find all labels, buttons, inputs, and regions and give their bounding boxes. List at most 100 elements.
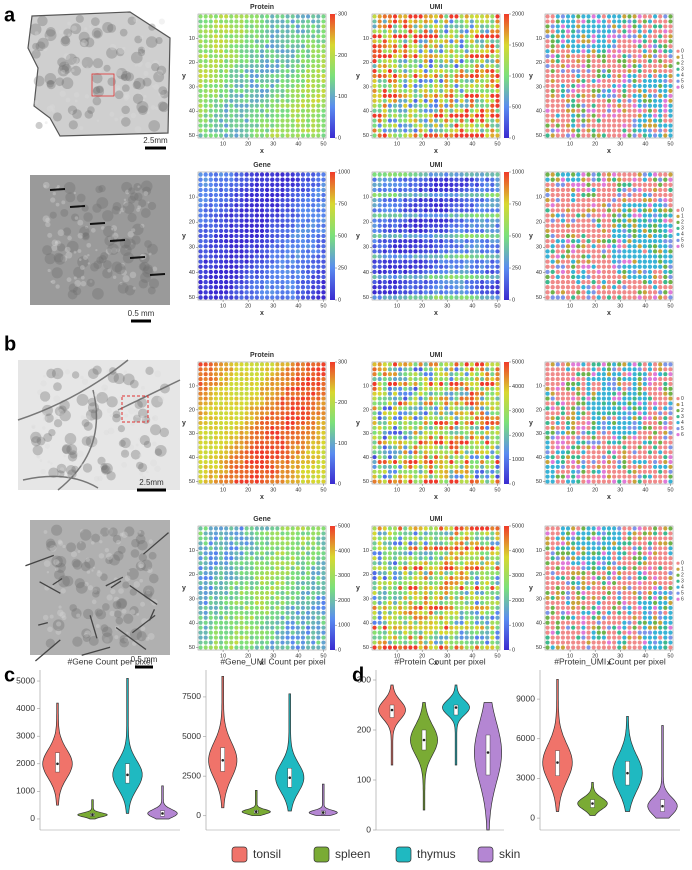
tissue-texture: [121, 84, 130, 93]
map-spot: [398, 172, 403, 177]
map-spot: [555, 285, 560, 290]
map-spot: [203, 128, 208, 133]
map-spot: [560, 295, 566, 300]
map-spot: [234, 63, 239, 69]
map-spot: [459, 203, 464, 208]
map-spot: [234, 279, 239, 285]
map-spot: [495, 198, 500, 203]
map-spot: [647, 295, 653, 300]
map-spot: [392, 123, 398, 128]
map-spot: [408, 198, 413, 203]
map-spot: [490, 233, 495, 239]
map-spot: [454, 213, 459, 218]
map-spot: [596, 187, 601, 193]
map-spot: [382, 49, 387, 54]
map-spot: [398, 63, 403, 69]
map-spot: [555, 244, 560, 249]
map-spot: [490, 285, 495, 290]
map-spot: [321, 108, 326, 113]
map-spot: [382, 274, 387, 280]
map-spot: [387, 123, 393, 128]
map-spot: [495, 182, 500, 187]
map-spot: [377, 93, 382, 98]
map-spot: [652, 279, 658, 285]
map-spot: [449, 44, 454, 49]
map-spot: [627, 264, 632, 269]
map-spot: [612, 93, 617, 98]
map-spot: [398, 269, 403, 274]
map-spot: [316, 377, 321, 382]
map-spot: [249, 396, 254, 401]
map-spot: [545, 29, 550, 34]
map-spot: [311, 49, 316, 54]
map-spot: [632, 29, 637, 34]
map-spot: [601, 290, 607, 295]
tissue-texture: [72, 286, 82, 296]
map-spot: [428, 244, 434, 249]
map-spot: [469, 103, 474, 108]
map-spot: [306, 406, 311, 411]
map-spot: [490, 133, 495, 138]
map-spot: [218, 29, 224, 34]
map-spot: [398, 198, 403, 203]
map-spot: [224, 401, 229, 406]
map-spot: [444, 34, 449, 39]
map-spot: [305, 108, 311, 113]
map-spot: [239, 274, 244, 280]
map-spot: [280, 49, 285, 54]
map-spot: [382, 290, 387, 295]
map-spot: [408, 128, 413, 133]
map-spot: [208, 285, 213, 290]
map-spot: [459, 123, 464, 128]
tissue-texture: [143, 191, 149, 196]
tissue-texture: [83, 633, 89, 638]
map-spot: [316, 88, 321, 93]
map-spot: [469, 44, 474, 49]
map-spot: [224, 233, 229, 239]
map-spot: [444, 192, 449, 198]
map-spot: [555, 233, 560, 239]
map-spot: [387, 187, 393, 193]
map-spot: [244, 123, 249, 128]
map-spot: [300, 182, 306, 187]
map-spot: [321, 218, 326, 223]
map-spot: [469, 295, 474, 300]
map-spot: [591, 198, 596, 203]
map-spot: [438, 233, 444, 239]
map-spot: [622, 19, 627, 24]
map-spot: [311, 88, 316, 93]
tissue-texture: [49, 614, 54, 619]
map-spot: [576, 123, 581, 128]
map-spot: [596, 113, 601, 118]
map-spot: [229, 78, 234, 84]
map-spot: [249, 187, 254, 193]
map-spot: [658, 254, 663, 259]
map-spot: [454, 172, 459, 177]
map-spot: [203, 73, 208, 79]
map-spot: [408, 68, 413, 74]
map-spot: [408, 83, 413, 89]
tissue-texture: [61, 200, 66, 205]
map-spot: [632, 59, 637, 64]
map-spot: [439, 108, 444, 113]
map-spot: [229, 411, 234, 416]
cell-boundary: [131, 614, 156, 634]
map-spot: [408, 233, 413, 239]
map-spot: [622, 218, 627, 223]
tissue-texture: [111, 261, 123, 273]
map-spot: [474, 269, 480, 274]
map-spot: [398, 264, 403, 269]
map-spot: [290, 44, 295, 49]
tissue-texture: [140, 601, 146, 607]
map-spot: [560, 93, 566, 98]
tissue-texture: [115, 616, 124, 625]
map-spot: [270, 238, 275, 244]
map-spot: [459, 24, 464, 29]
map-spot: [601, 228, 607, 234]
map-spot: [433, 182, 439, 187]
tissue-texture: [52, 191, 56, 196]
map-spot: [576, 39, 581, 44]
tissue-texture: [157, 69, 164, 76]
map-spot: [428, 59, 433, 64]
map-spot: [295, 128, 300, 133]
